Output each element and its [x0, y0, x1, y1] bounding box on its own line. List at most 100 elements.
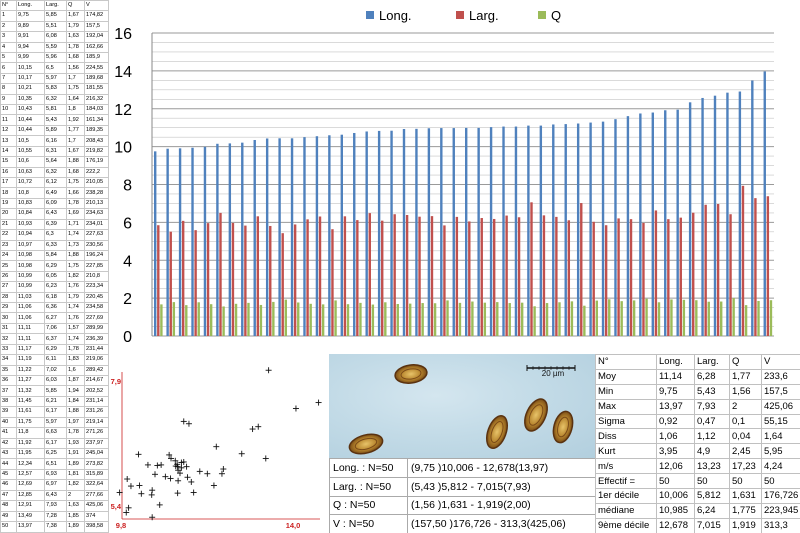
- table-cell: 7,28: [44, 510, 67, 522]
- table-row: 30 11,06 6,27 1,76 227,69: [0, 312, 109, 324]
- bar-q: [570, 301, 574, 336]
- legend-swatch: [456, 11, 464, 19]
- range-value: (5,43 )5,812 - 7,015(7,93): [407, 476, 596, 497]
- table-cell: 10,84: [16, 208, 45, 220]
- table-cell: 234,58: [84, 302, 109, 314]
- table-cell: 237,97: [84, 437, 109, 449]
- table-cell: 6,25: [44, 447, 67, 460]
- table-cell: 1,82: [66, 270, 85, 283]
- bar-q: [309, 303, 312, 336]
- table-cell: 35: [0, 364, 17, 377]
- table-cell: 219,14: [84, 416, 109, 429]
- table-cell: 398,58: [84, 520, 109, 533]
- bar-larg: [393, 214, 396, 336]
- table-row: 9 10,35 6,32 1,64 216,32: [0, 93, 109, 106]
- table-cell: 6,18: [44, 291, 67, 304]
- scatter-point: [174, 463, 181, 470]
- table-cell: 8: [0, 83, 17, 95]
- bar-q: [384, 302, 387, 336]
- table-cell: 5,85: [44, 10, 67, 22]
- stats-cell: 11,14: [656, 368, 695, 385]
- table-cell: 6,37: [44, 333, 67, 345]
- table-cell: 13,49: [16, 510, 45, 522]
- stats-row: m/s 12,06 13,23 17,23 4,24: [595, 458, 800, 475]
- scatter-point: [178, 464, 185, 471]
- scale-bar: 20 µm: [526, 365, 576, 378]
- y-tick-label: 12: [114, 102, 132, 119]
- stats-cell-header: Long.: [656, 354, 695, 370]
- bar-long: [452, 128, 455, 336]
- table-cell: 1: [0, 10, 17, 22]
- table-cell: 12: [0, 124, 17, 137]
- table-cell: 223,34: [84, 281, 109, 293]
- table-row: 44 12,34 6,51 1,89 273,82: [0, 458, 109, 470]
- bar-larg: [704, 204, 707, 336]
- bar-q: [620, 301, 623, 336]
- bar-long: [203, 146, 207, 336]
- table-cell: 25: [0, 260, 17, 272]
- table-cell: 10,98: [16, 260, 45, 272]
- table-cell: 6,33: [44, 239, 67, 251]
- table-cell: 12,57: [16, 468, 45, 481]
- bar-larg: [542, 215, 546, 336]
- table-cell: 289,99: [84, 322, 109, 335]
- bar-q: [421, 303, 424, 336]
- table-cell: 13,97: [16, 520, 45, 533]
- table-cell: 18: [0, 187, 17, 199]
- bar-long: [527, 125, 530, 337]
- table-cell: 210,8: [84, 270, 109, 283]
- y-tick-label: 6: [123, 215, 132, 232]
- table-cell: 49: [0, 510, 17, 522]
- stats-cell: 13,97: [656, 398, 695, 415]
- bar-q: [496, 302, 499, 336]
- stats-cell: 7,93: [694, 398, 730, 415]
- table-cell: 192,04: [84, 31, 109, 43]
- table-cell: 185,9: [84, 51, 109, 64]
- bar-q: [371, 304, 375, 336]
- bar-long: [265, 138, 269, 336]
- table-row: 8 10,21 5,83 1,75 181,55: [0, 83, 109, 95]
- bar-larg: [667, 219, 670, 336]
- table-cell: 6,43: [44, 208, 67, 220]
- table-cell: 6,97: [44, 479, 67, 491]
- table-cell: 28: [0, 291, 17, 304]
- bar-larg: [617, 218, 620, 336]
- stats-cell: 1,919: [729, 517, 762, 533]
- table-cell: 1,66: [66, 187, 85, 199]
- table-cell: 1,79: [66, 291, 85, 304]
- table-cell: 9,94: [16, 41, 45, 53]
- table-cell: 7,02: [44, 364, 67, 377]
- bar-long: [514, 126, 518, 337]
- table-cell: 6,23: [44, 281, 67, 293]
- table-row: 41 11,8 6,63 1,78 271,26: [0, 427, 109, 439]
- table-cell: 10,15: [16, 62, 45, 74]
- scatter-point: [220, 466, 227, 473]
- stats-row: médiane 10,985 6,24 1,775 223,945: [595, 502, 800, 519]
- table-row: 34 11,19 6,11 1,83 219,06: [0, 354, 109, 366]
- table-cell: 189,68: [84, 72, 109, 85]
- table-cell: 6,12: [44, 176, 67, 189]
- table-cell: 11,19: [16, 354, 45, 366]
- spore-5: [552, 410, 574, 444]
- bar-q: [670, 299, 673, 336]
- table-row: 17 10,72 6,12 1,75 210,05: [0, 176, 109, 189]
- bar-larg: [604, 225, 608, 336]
- table-cell: 5,84: [44, 249, 67, 262]
- bar-q: [608, 299, 611, 336]
- table-cell: 13: [0, 135, 17, 147]
- table-cell: 1,71: [66, 218, 85, 231]
- table-cell: 1,78: [66, 41, 85, 53]
- y-tick-label: 4: [123, 253, 132, 270]
- table-cell: 1,93: [66, 437, 85, 449]
- table-cell: 6,43: [44, 489, 67, 502]
- table-cell: 6,31: [44, 145, 67, 158]
- x-min-label: 9,8: [116, 521, 126, 530]
- legend-label: Larg.: [469, 8, 499, 23]
- table-cell: 6,03: [44, 374, 67, 387]
- bar-larg: [580, 203, 583, 336]
- bar-q: [508, 303, 511, 336]
- scatter-point: [176, 470, 183, 477]
- scatter-point: [144, 461, 151, 468]
- table-cell: 1,8: [66, 104, 85, 116]
- spore-2: [348, 433, 384, 455]
